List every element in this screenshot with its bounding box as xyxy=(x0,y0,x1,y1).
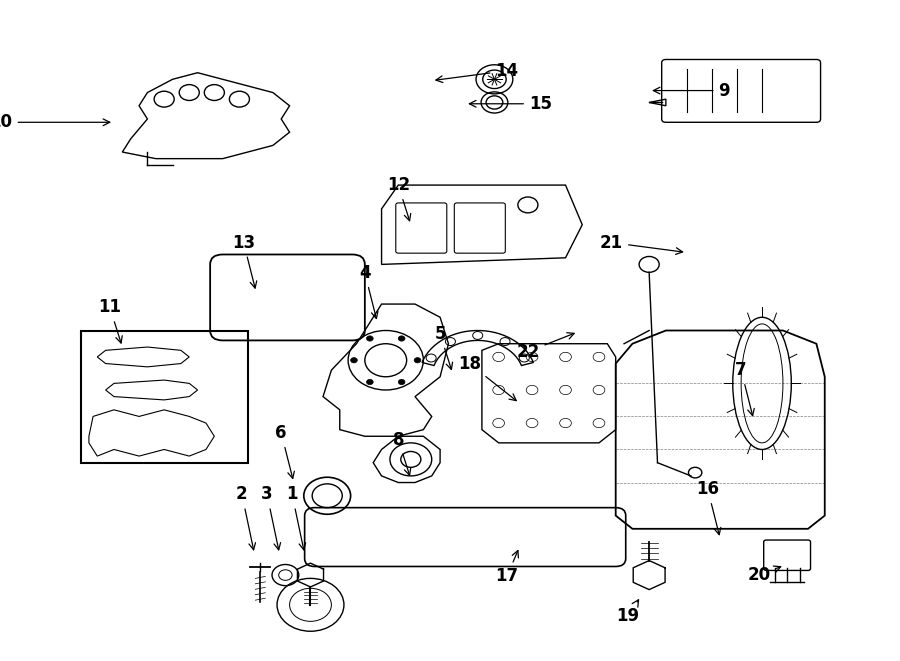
Bar xyxy=(80,330,248,463)
Text: 1: 1 xyxy=(286,485,306,550)
Text: 18: 18 xyxy=(458,354,517,401)
Text: 13: 13 xyxy=(232,233,256,288)
Circle shape xyxy=(366,336,373,341)
Text: 4: 4 xyxy=(359,264,378,319)
Text: 7: 7 xyxy=(735,361,754,416)
Text: 22: 22 xyxy=(517,332,574,361)
Text: 8: 8 xyxy=(392,430,410,475)
Circle shape xyxy=(414,358,421,363)
Text: 3: 3 xyxy=(261,485,281,550)
Circle shape xyxy=(399,379,405,385)
Text: 20: 20 xyxy=(748,566,780,584)
Text: 11: 11 xyxy=(98,298,122,343)
Text: 19: 19 xyxy=(616,600,640,625)
Circle shape xyxy=(399,336,405,341)
Circle shape xyxy=(351,358,357,363)
Text: 16: 16 xyxy=(697,480,721,535)
Text: 12: 12 xyxy=(387,176,410,221)
Text: 15: 15 xyxy=(470,95,552,113)
Text: 21: 21 xyxy=(600,233,682,254)
Text: 17: 17 xyxy=(495,551,518,586)
Text: 5: 5 xyxy=(435,325,453,369)
Circle shape xyxy=(366,379,373,385)
Text: 2: 2 xyxy=(236,485,256,550)
Text: 10: 10 xyxy=(0,113,110,132)
Text: 9: 9 xyxy=(653,81,730,100)
Text: 6: 6 xyxy=(275,424,294,479)
Text: 14: 14 xyxy=(436,61,518,83)
